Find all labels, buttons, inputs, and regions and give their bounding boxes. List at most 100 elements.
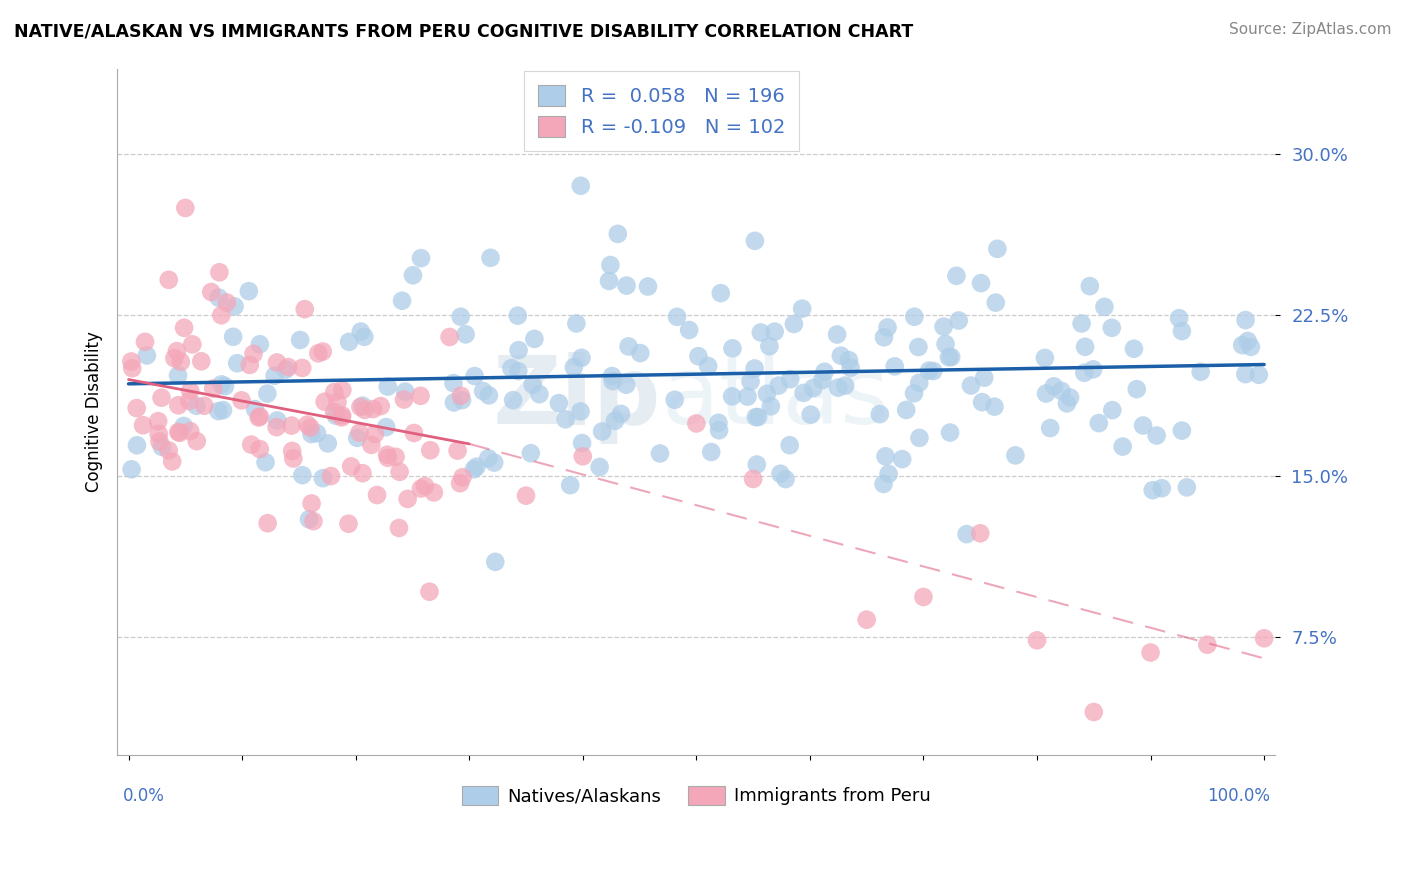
Point bbox=[312, 344, 335, 359]
Point bbox=[439, 330, 461, 344]
Point bbox=[212, 403, 235, 417]
Point bbox=[1101, 320, 1123, 334]
Point bbox=[700, 445, 723, 459]
Point bbox=[565, 317, 588, 331]
Point bbox=[932, 319, 955, 334]
Point bbox=[478, 388, 501, 402]
Point bbox=[1094, 300, 1116, 314]
Point bbox=[591, 425, 613, 439]
Point bbox=[508, 364, 530, 378]
Point bbox=[648, 446, 671, 460]
Point bbox=[721, 389, 744, 403]
Point bbox=[209, 377, 232, 392]
Point bbox=[749, 326, 772, 340]
Point bbox=[1039, 421, 1062, 435]
Point bbox=[721, 342, 744, 356]
Point bbox=[515, 489, 537, 503]
Point bbox=[349, 425, 371, 440]
Point bbox=[912, 590, 935, 604]
Point bbox=[277, 360, 299, 375]
Point bbox=[179, 394, 201, 409]
Point bbox=[801, 381, 824, 395]
Point bbox=[391, 293, 413, 308]
Point bbox=[742, 472, 765, 486]
Point bbox=[337, 516, 360, 531]
Point bbox=[388, 465, 411, 479]
Point bbox=[174, 201, 197, 215]
Point bbox=[710, 286, 733, 301]
Point bbox=[960, 378, 983, 392]
Point bbox=[446, 443, 468, 458]
Point bbox=[134, 334, 156, 349]
Point bbox=[238, 284, 260, 298]
Point bbox=[163, 351, 186, 366]
Point bbox=[243, 402, 266, 417]
Point bbox=[571, 436, 593, 450]
Point bbox=[1175, 480, 1198, 494]
Point bbox=[616, 278, 638, 293]
Point bbox=[617, 339, 640, 353]
Point bbox=[935, 337, 957, 351]
Point bbox=[1059, 391, 1081, 405]
Point bbox=[918, 363, 941, 377]
Point bbox=[375, 448, 398, 462]
Point bbox=[120, 354, 142, 368]
Point bbox=[569, 178, 592, 193]
Point bbox=[465, 459, 488, 474]
Point bbox=[207, 404, 229, 418]
Point bbox=[326, 395, 349, 409]
Point bbox=[768, 378, 790, 392]
Point bbox=[745, 410, 768, 425]
Point bbox=[419, 443, 441, 458]
Text: Zip: Zip bbox=[494, 352, 662, 444]
Point bbox=[838, 353, 860, 368]
Point bbox=[1070, 317, 1092, 331]
Point bbox=[1111, 440, 1133, 454]
Point bbox=[454, 327, 477, 342]
Point bbox=[314, 394, 336, 409]
Point bbox=[1171, 424, 1194, 438]
Point bbox=[737, 390, 759, 404]
Point bbox=[1073, 366, 1095, 380]
Point bbox=[603, 414, 626, 428]
Point bbox=[759, 399, 782, 413]
Point bbox=[1074, 340, 1097, 354]
Point bbox=[1033, 351, 1056, 365]
Point bbox=[986, 242, 1008, 256]
Point bbox=[299, 420, 322, 434]
Point bbox=[307, 346, 329, 360]
Point bbox=[392, 392, 415, 407]
Text: NATIVE/ALASKAN VS IMMIGRANTS FROM PERU COGNITIVE DISABILITY CORRELATION CHART: NATIVE/ALASKAN VS IMMIGRANTS FROM PERU C… bbox=[14, 22, 914, 40]
Point bbox=[316, 436, 339, 450]
Point bbox=[1088, 416, 1111, 430]
Point bbox=[560, 478, 582, 492]
Point bbox=[150, 440, 173, 454]
Point bbox=[482, 456, 505, 470]
Point bbox=[266, 413, 288, 427]
Point bbox=[353, 403, 375, 417]
Point bbox=[872, 477, 894, 491]
Point bbox=[825, 327, 848, 342]
Point bbox=[1043, 379, 1066, 393]
Point bbox=[779, 438, 801, 452]
Text: 100.0%: 100.0% bbox=[1206, 787, 1270, 805]
Point bbox=[443, 376, 465, 391]
Point bbox=[602, 374, 624, 388]
Point bbox=[214, 379, 236, 393]
Point bbox=[969, 526, 991, 541]
Point bbox=[186, 399, 208, 413]
Point bbox=[402, 268, 425, 283]
Point bbox=[337, 334, 360, 349]
Point bbox=[323, 384, 346, 399]
Point bbox=[443, 395, 465, 409]
Point bbox=[1234, 313, 1257, 327]
Point bbox=[756, 386, 779, 401]
Point bbox=[323, 405, 346, 419]
Point bbox=[366, 488, 388, 502]
Point bbox=[1171, 324, 1194, 338]
Point bbox=[325, 409, 347, 423]
Point bbox=[1132, 418, 1154, 433]
Point bbox=[319, 469, 342, 483]
Point bbox=[266, 420, 288, 434]
Point bbox=[554, 412, 576, 426]
